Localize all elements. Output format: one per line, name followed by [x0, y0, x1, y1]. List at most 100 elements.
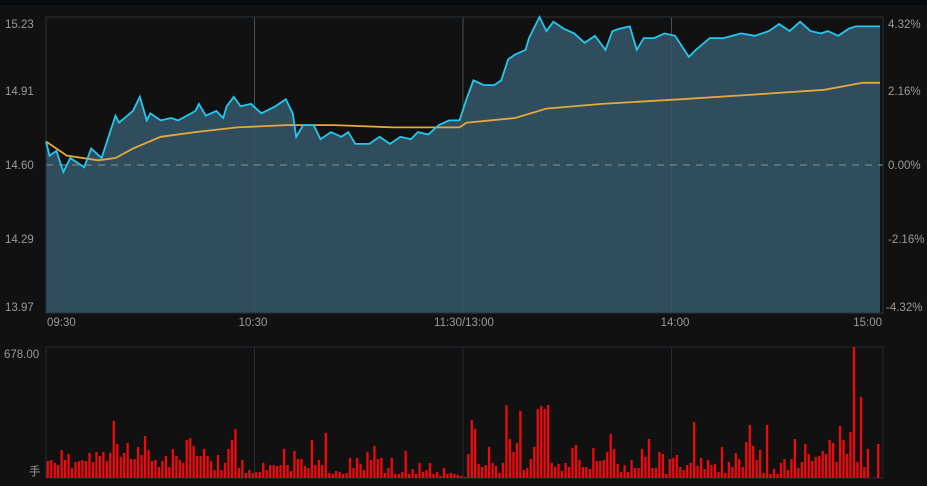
volume-bar — [665, 473, 668, 478]
volume-bar — [64, 460, 67, 478]
volume-bar — [199, 456, 202, 478]
volume-bar — [842, 439, 845, 478]
volume-bar — [616, 463, 619, 478]
volume-bar — [731, 467, 734, 478]
volume-bar — [321, 465, 324, 478]
volume-bar — [449, 473, 452, 478]
volume-bar — [415, 473, 418, 478]
volume-bar — [209, 461, 213, 478]
volume-bar — [752, 445, 755, 478]
volume-bar — [703, 468, 706, 478]
volume-bar — [192, 445, 195, 478]
volume-bar — [765, 424, 769, 478]
volume-bar — [324, 433, 327, 478]
volume-bar — [220, 470, 223, 478]
volume-bar — [508, 439, 512, 478]
volume-bar — [262, 462, 265, 478]
volume-bar — [592, 448, 595, 478]
volume-bar — [227, 449, 230, 478]
volume-bar — [661, 454, 664, 478]
volume-bar — [832, 443, 835, 478]
volume-bar — [258, 472, 261, 478]
volume-bar — [557, 463, 560, 478]
volume-bar — [793, 439, 796, 478]
volume-bar — [470, 420, 473, 478]
x-tick: 15:00 — [853, 317, 882, 329]
y-tick-right: 4.32% — [888, 19, 921, 31]
volume-bar — [119, 456, 122, 478]
volume-bar — [362, 470, 366, 478]
volume-bar — [866, 449, 869, 478]
volume-bar — [501, 462, 505, 478]
volume-frame — [45, 346, 884, 479]
volume-bar — [453, 473, 456, 478]
volume-bar — [595, 461, 598, 478]
volume-bar — [175, 456, 178, 478]
volume-bar — [741, 467, 744, 478]
volume-bar — [237, 468, 240, 478]
volume-bar — [397, 473, 400, 478]
volume-bar — [95, 451, 98, 478]
volume-bar — [804, 444, 807, 478]
volume-bar — [140, 455, 143, 478]
price-line — [45, 14, 880, 175]
volume-bar — [223, 462, 227, 478]
volume-bar — [547, 405, 550, 478]
volume-bar — [335, 471, 338, 478]
volume-bar — [77, 461, 81, 478]
volume-bar — [706, 460, 710, 478]
volume-bar — [67, 454, 70, 478]
volume-bar — [81, 460, 84, 478]
volume-bar — [310, 439, 313, 478]
volume-panel: 678.00 手 — [4, 346, 884, 479]
volume-bar — [57, 465, 60, 478]
volume-bar — [189, 438, 192, 478]
volume-bar — [74, 462, 77, 478]
volume-bar — [418, 462, 421, 478]
volume-bar — [519, 411, 522, 478]
volume-bar — [123, 452, 126, 478]
volume-bar — [494, 466, 498, 478]
volume-bar — [477, 463, 480, 478]
volume-bar — [606, 451, 609, 478]
volume-bar — [550, 462, 553, 478]
volume-bar — [338, 472, 341, 478]
volume-bar — [609, 433, 612, 478]
volume-bar — [446, 473, 449, 478]
volume-bar — [564, 462, 567, 478]
average-price-line — [45, 81, 880, 162]
volume-bar — [244, 473, 247, 478]
volume-bar — [366, 451, 369, 478]
volume-bar — [467, 454, 470, 478]
y-tick-left: 13.97 — [5, 302, 34, 314]
volume-bar — [745, 442, 748, 478]
volume-bar — [491, 462, 494, 478]
volume-bar — [852, 347, 856, 478]
x-tick: 10:30 — [239, 317, 268, 329]
volume-bar — [216, 455, 220, 478]
volume-bar — [637, 468, 640, 478]
x-axis: 09:30 10:30 11:30/13:00 14:00 15:00 — [47, 317, 882, 329]
volume-bar — [571, 448, 574, 478]
volume-bar — [383, 473, 386, 478]
volume-bar — [814, 456, 817, 478]
volume-bar — [463, 477, 466, 478]
volume-bar — [411, 468, 414, 478]
volume-bar — [136, 446, 140, 478]
volume-bar — [342, 473, 345, 478]
volume-bar — [536, 409, 539, 478]
volume-bar — [373, 445, 376, 478]
volume-bar — [248, 470, 251, 478]
volume-bar — [682, 470, 685, 478]
volume-bar — [171, 449, 174, 478]
volume-bar — [126, 443, 129, 478]
volume-bar — [588, 468, 591, 478]
volume-bar — [828, 439, 831, 478]
volume-bar — [734, 452, 737, 478]
volume-bar — [651, 468, 654, 478]
top-strip — [0, 0, 927, 5]
volume-bar — [185, 439, 188, 478]
right-axis: 4.32% 2.16% 0.00% -2.16% -4.32% — [886, 19, 924, 314]
volume-bar — [234, 428, 237, 478]
volume-bar — [689, 462, 692, 478]
